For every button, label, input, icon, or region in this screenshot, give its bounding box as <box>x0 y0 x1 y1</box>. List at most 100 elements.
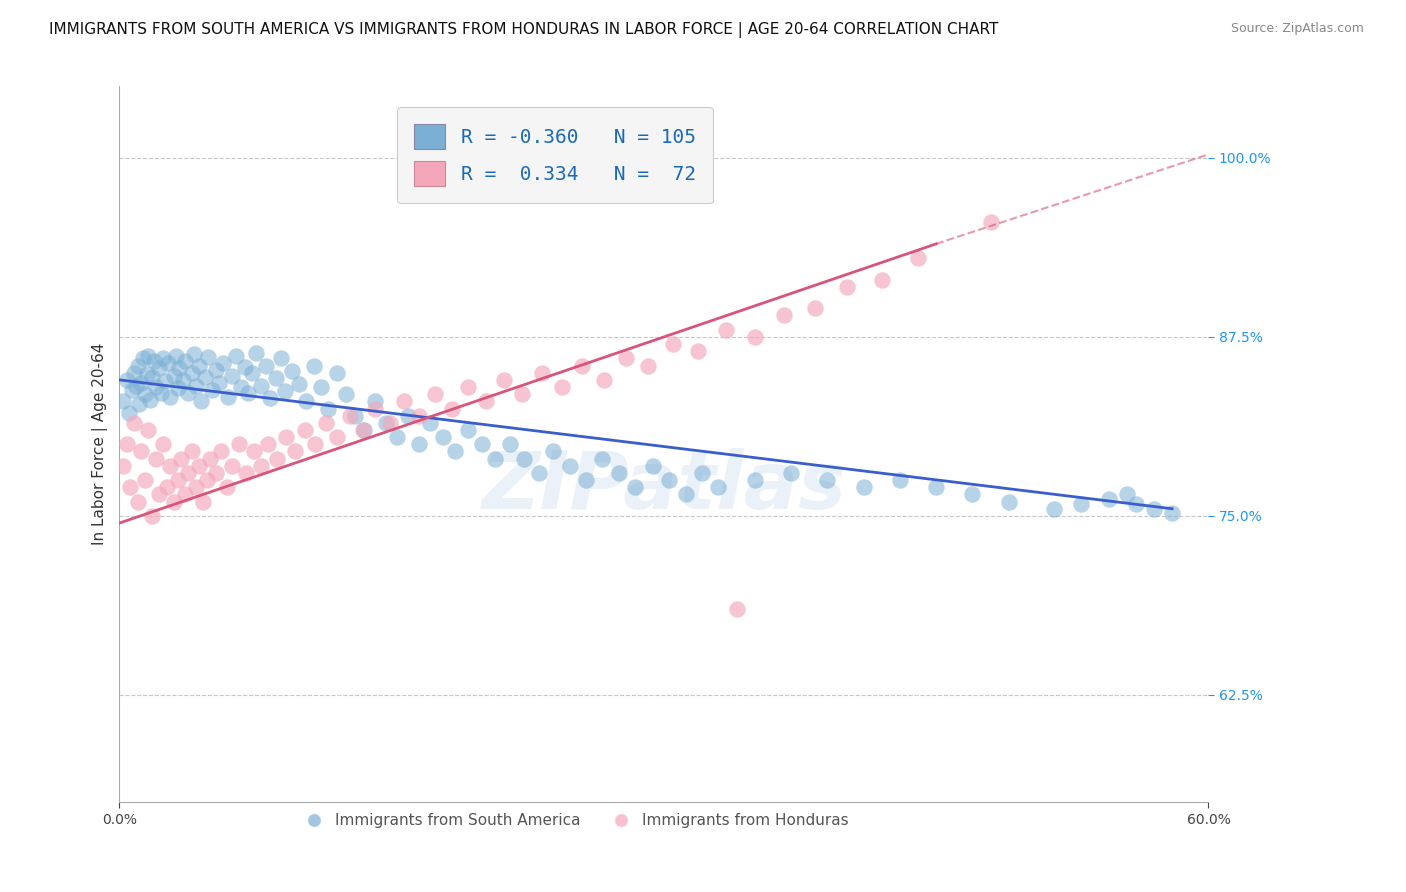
Point <box>152 351 174 366</box>
Point <box>212 356 235 370</box>
Point <box>513 451 536 466</box>
Point <box>125 378 148 392</box>
Point <box>256 359 278 373</box>
Point <box>432 430 454 444</box>
Point <box>142 354 165 368</box>
Point <box>309 380 332 394</box>
Point <box>571 359 593 373</box>
Point <box>1125 498 1147 512</box>
Point <box>188 458 211 473</box>
Point <box>616 846 638 860</box>
Point <box>250 378 273 392</box>
Point <box>233 359 256 374</box>
Point <box>870 273 893 287</box>
Point <box>177 385 200 400</box>
Point <box>150 385 173 400</box>
Point <box>725 602 748 616</box>
Point <box>375 416 398 430</box>
Point <box>444 444 467 458</box>
Point <box>471 437 494 451</box>
Point <box>457 423 479 437</box>
Point <box>624 480 647 494</box>
Point <box>204 466 226 480</box>
Point <box>115 437 138 451</box>
Point <box>558 458 581 473</box>
Point <box>135 367 157 381</box>
Point <box>662 337 685 351</box>
Point <box>159 458 181 473</box>
Point <box>266 451 288 466</box>
Point <box>209 444 232 458</box>
Point <box>527 466 550 480</box>
Point <box>191 494 214 508</box>
Point <box>141 508 163 523</box>
Point <box>815 473 838 487</box>
Point <box>229 380 252 394</box>
Point <box>304 437 326 451</box>
Point <box>181 444 204 458</box>
Point <box>1070 498 1092 512</box>
Point <box>273 384 295 399</box>
Point <box>270 351 292 366</box>
Point <box>181 366 204 380</box>
Point <box>153 374 176 388</box>
Point <box>195 473 218 487</box>
Point <box>780 466 803 480</box>
Point <box>172 373 194 387</box>
Point <box>112 458 135 473</box>
Point <box>129 444 152 458</box>
Point <box>378 416 401 430</box>
Point <box>228 437 250 451</box>
Point <box>122 416 145 430</box>
Point <box>240 366 263 380</box>
Point <box>145 451 167 466</box>
Point <box>284 444 307 458</box>
Point <box>475 394 498 409</box>
Point <box>575 473 598 487</box>
Point <box>962 487 984 501</box>
Point <box>641 458 664 473</box>
Point <box>326 430 349 444</box>
Point <box>541 444 564 458</box>
Point <box>177 466 200 480</box>
Point <box>440 401 463 416</box>
Point <box>484 451 506 466</box>
Point <box>134 473 156 487</box>
Point <box>316 401 339 416</box>
Point <box>607 466 630 480</box>
Point <box>157 356 180 370</box>
Point <box>295 394 318 409</box>
Point <box>396 409 419 423</box>
Point <box>221 368 243 383</box>
Point <box>127 359 149 373</box>
Point <box>614 351 637 366</box>
Point <box>744 330 766 344</box>
Point <box>173 487 195 501</box>
Point <box>208 376 231 390</box>
Point <box>201 383 224 397</box>
Point <box>173 354 195 368</box>
Point <box>165 349 187 363</box>
Text: IMMIGRANTS FROM SOUTH AMERICA VS IMMIGRANTS FROM HONDURAS IN LABOR FORCE | AGE 2: IMMIGRANTS FROM SOUTH AMERICA VS IMMIGRA… <box>49 22 998 38</box>
Point <box>302 359 325 373</box>
Point <box>658 473 681 487</box>
Legend: Immigrants from South America, Immigrants from Honduras: Immigrants from South America, Immigrant… <box>299 806 855 834</box>
Point <box>184 378 207 392</box>
Point <box>1143 501 1166 516</box>
Point <box>166 382 188 396</box>
Point <box>238 385 260 400</box>
Point <box>197 350 219 364</box>
Y-axis label: In Labor Force | Age 20-64: In Labor Force | Age 20-64 <box>93 343 108 546</box>
Point <box>152 437 174 451</box>
Point <box>188 359 211 373</box>
Point <box>889 473 911 487</box>
Point <box>120 480 142 494</box>
Point <box>425 387 447 401</box>
Point <box>707 480 730 494</box>
Point <box>198 451 221 466</box>
Point <box>138 423 160 437</box>
Point <box>276 430 298 444</box>
Point <box>159 390 181 404</box>
Point <box>288 377 311 392</box>
Point <box>394 394 416 409</box>
